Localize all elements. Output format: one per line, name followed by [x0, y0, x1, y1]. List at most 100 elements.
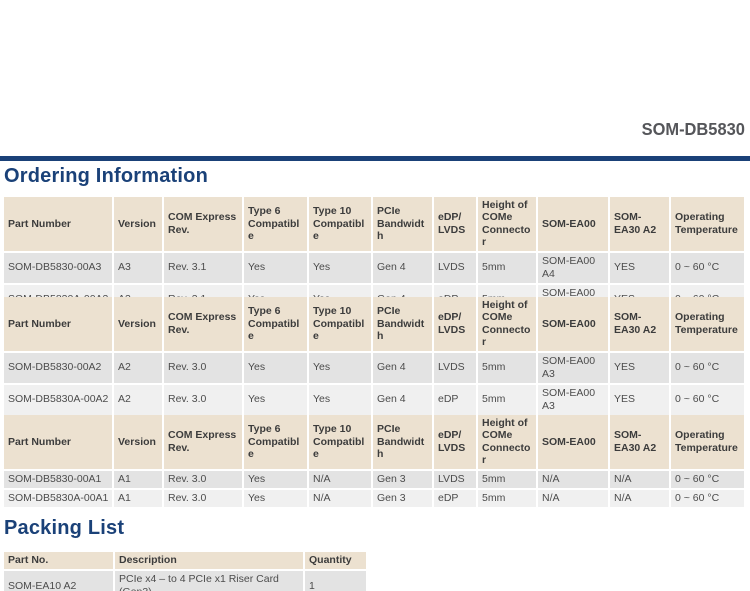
column-header: Type 6 Compatible [243, 297, 309, 353]
table-cell: SOM-DB5830-00A1 [4, 469, 114, 490]
column-header: Part No. [4, 552, 115, 571]
column-header: Type 6 Compatible [243, 197, 309, 253]
table-cell: Rev. 3.0 [163, 383, 244, 417]
page-title: SOM-DB5830 [641, 119, 745, 139]
packing-list-table: Part No. Description Quantity SOM-EA10 A2 P… [4, 552, 366, 591]
column-header: Version [113, 297, 164, 353]
column-header: Type 10 Compatible [308, 415, 373, 471]
table-cell: 0 ~ 60 °C [670, 469, 744, 490]
table-header-row: Part No. Description Quantity [4, 552, 366, 571]
table-row: SOM-DB5830-00A1 A1 Rev. 3.0 Yes N/A Gen 3 LVDS… [4, 469, 744, 490]
table-cell: N/A [537, 488, 610, 509]
table-cell: Gen 4 [372, 251, 434, 285]
table-cell: Rev. 3.0 [163, 469, 244, 490]
table-row: SOM-DB5830-00A2 A2 Rev. 3.0 Yes Yes Gen 4 LVDS… [4, 351, 744, 385]
column-header: Height of COMe Connector [477, 297, 538, 353]
column-header: SOM-EA00 [537, 297, 610, 353]
table-cell: SOM-DB5830-00A3 [4, 251, 114, 285]
table-cell: 0 ~ 60 °C [670, 383, 744, 417]
column-header: eDP/​LVDS [433, 297, 478, 353]
table-cell: YES [609, 251, 671, 285]
table-cell: Yes [243, 469, 309, 490]
column-header: COM Express Rev. [163, 297, 244, 353]
table-cell: YES [609, 351, 671, 385]
table-cell: N/A [308, 469, 373, 490]
table-cell: Gen 4 [372, 351, 434, 385]
table-cell: Yes [308, 251, 373, 285]
table-cell: 0 ~ 60 °C [670, 488, 744, 509]
column-header: Height of COMe Connector [477, 415, 538, 471]
table-cell: N/A [609, 488, 671, 509]
table-cell: A2 [113, 383, 164, 417]
table-cell: 0 ~ 60 °C [670, 351, 744, 385]
table-row: SOM-DB5830A-00A1 A1 Rev. 3.0 Yes N/A Gen 3 eDP… [4, 488, 744, 509]
table-cell: Rev. 3.0 [163, 351, 244, 385]
table-cell: N/A [537, 469, 610, 490]
table-cell: LVDS [433, 351, 478, 385]
column-header: Type 6 Compatible [243, 415, 309, 471]
table-cell: 5mm [477, 383, 538, 417]
column-header: Height of COMe Connector [477, 197, 538, 253]
column-header: COM Express Rev. [163, 197, 244, 253]
column-header: eDP/​LVDS [433, 415, 478, 471]
table-header-row: Part Number Version COM Express Rev. Type 6… [4, 197, 744, 253]
table-cell: Gen 3 [372, 469, 434, 490]
column-header: Version [113, 197, 164, 253]
column-header: Description [114, 552, 305, 571]
table-cell: A2 [113, 351, 164, 385]
header-divider [0, 156, 750, 161]
table-cell: N/A [308, 488, 373, 509]
column-header: SOM-EA30 A2 [609, 197, 671, 253]
table-cell: Yes [308, 383, 373, 417]
column-header: SOM-EA30 A2 [609, 297, 671, 353]
column-header: Type 10 Compatible [308, 297, 373, 353]
column-header: Quantity [304, 552, 366, 571]
column-header: SOM-EA00 [537, 415, 610, 471]
column-header: SOM-EA30 A2 [609, 415, 671, 471]
column-header: Operating Temperature [670, 415, 744, 471]
table-cell: 5mm [477, 488, 538, 509]
table-cell: Yes [308, 351, 373, 385]
table-cell: 5mm [477, 351, 538, 385]
column-header: PCIe Bandwidth [372, 297, 434, 353]
ordering-table-rev-a1: Part Number Version COM Express Rev. Type 6… [4, 415, 744, 509]
table-cell: Yes [243, 488, 309, 509]
table-cell: 0 ~ 60 °C [670, 251, 744, 285]
column-header: Part Number [4, 297, 114, 353]
table-row: SOM-DB5830-00A3 A3 Rev. 3.1 Yes Yes Gen 4 LVDS… [4, 251, 744, 285]
section-heading-ordering-information: Ordering Information [4, 165, 208, 187]
table-cell: SOM-EA00 A3 [537, 351, 610, 385]
section-heading-packing-list: Packing List [4, 517, 125, 539]
column-header: Operating Temperature [670, 197, 744, 253]
column-header: COM Express Rev. [163, 415, 244, 471]
table-cell: Rev. 3.1 [163, 251, 244, 285]
table-cell: SOM-DB5830A-00A2 [4, 383, 114, 417]
column-header: PCIe Bandwidth [372, 415, 434, 471]
table-cell: Yes [243, 351, 309, 385]
column-header: Version [113, 415, 164, 471]
table-cell: Rev. 3.0 [163, 488, 244, 509]
table-cell: 5mm [477, 469, 538, 490]
table-row: SOM-DB5830A-00A2 A2 Rev. 3.0 Yes Yes Gen 4 eDP… [4, 383, 744, 417]
column-header: Type 10 Compatible [308, 197, 373, 253]
column-header: PCIe Bandwidth [372, 197, 434, 253]
table-cell: Gen 3 [372, 488, 434, 509]
column-header: Part Number [4, 415, 114, 471]
table-cell: YES [609, 383, 671, 417]
table-cell: LVDS [433, 251, 478, 285]
table-cell: A3 [113, 251, 164, 285]
table-header-row: Part Number Version COM Express Rev. Type 6… [4, 415, 744, 471]
column-header: Operating Temperature [670, 297, 744, 353]
table-cell: Gen 4 [372, 383, 434, 417]
table-cell: N/A [609, 469, 671, 490]
table-cell: LVDS [433, 469, 478, 490]
table-cell: SOM-EA10 A2 [4, 570, 115, 591]
table-cell: 5mm [477, 251, 538, 285]
table-cell: eDP [433, 488, 478, 509]
table-cell: SOM-EA00 A4 [537, 251, 610, 285]
table-cell: SOM-DB5830A-00A1 [4, 488, 114, 509]
table-row: SOM-EA10 A2 PCIe x4 – to 4 PCIe x1 Riser … [4, 570, 366, 591]
table-cell: SOM-EA00 A3 [537, 383, 610, 417]
column-header: eDP/​LVDS [433, 197, 478, 253]
